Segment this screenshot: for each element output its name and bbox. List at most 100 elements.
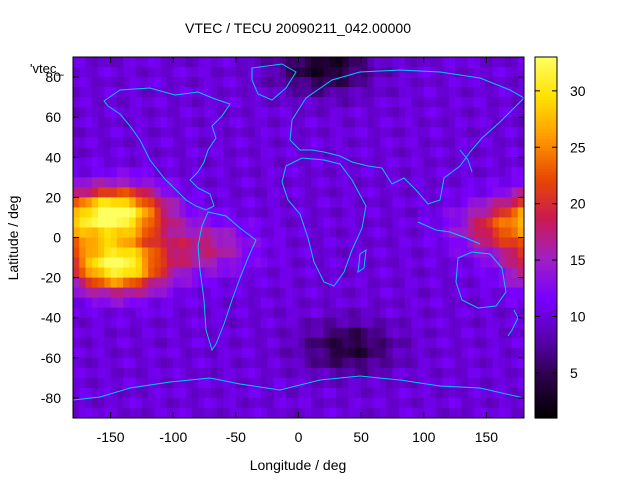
heatmap-cell <box>292 267 300 279</box>
heatmap-cell <box>498 237 506 249</box>
coastline-new-zealand <box>507 309 519 337</box>
heatmap-cell <box>398 287 406 299</box>
heatmap-cell <box>392 377 400 389</box>
heatmap-cell <box>448 357 456 369</box>
heatmap-cell <box>448 297 456 309</box>
heatmap-cell <box>430 117 437 128</box>
heatmap-cell <box>455 197 462 209</box>
heatmap-cell <box>430 257 437 269</box>
heatmap-cell <box>242 307 249 319</box>
heatmap-cell <box>217 167 224 178</box>
heatmap-cell <box>110 247 118 259</box>
heatmap-cell <box>91 217 99 229</box>
heatmap-cell <box>248 357 256 369</box>
colorbar-swatch <box>535 204 557 209</box>
heatmap-cell <box>417 157 425 168</box>
heatmap-cell <box>148 87 156 98</box>
heatmap-cell <box>285 137 293 148</box>
heatmap-cell <box>404 137 412 148</box>
colorbar-tick-label: 5 <box>570 365 578 381</box>
heatmap-cell <box>91 307 99 319</box>
heatmap-cell <box>498 67 506 78</box>
heatmap-cell <box>229 347 237 359</box>
colorbar-swatch <box>535 258 557 263</box>
heatmap-cell <box>348 217 356 229</box>
heatmap-cell <box>279 327 287 339</box>
heatmap-cell <box>179 357 187 369</box>
heatmap-cell <box>379 57 387 68</box>
heatmap-cell <box>148 357 156 369</box>
heatmap-cell <box>323 217 331 229</box>
colorbar-swatch <box>535 273 557 278</box>
heatmap-cell <box>217 187 224 198</box>
heatmap-cell <box>473 97 481 108</box>
heatmap-cell <box>242 187 249 198</box>
heatmap-cell <box>323 347 331 359</box>
heatmap-cell <box>116 347 124 359</box>
heatmap-cell <box>373 397 381 409</box>
heatmap-cell <box>242 317 249 329</box>
heatmap-cell <box>185 317 193 329</box>
heatmap-cell <box>411 227 419 239</box>
heatmap-cell <box>386 197 394 209</box>
heatmap-cell <box>104 107 112 118</box>
heatmap-cell <box>361 177 368 188</box>
heatmap-cell <box>210 307 218 319</box>
heatmap-cell <box>317 307 325 319</box>
heatmap-cell <box>260 207 268 219</box>
heatmap-cell <box>223 407 231 418</box>
heatmap-cell <box>517 237 524 249</box>
heatmap-cell <box>204 347 212 359</box>
heatmap-cell <box>486 87 494 98</box>
heatmap-cell <box>267 367 275 379</box>
heatmap-cell <box>279 247 287 259</box>
heatmap-cell <box>116 137 124 148</box>
heatmap-cell <box>517 277 524 289</box>
heatmap-cell <box>455 367 462 379</box>
heatmap-cell <box>417 367 425 379</box>
heatmap-cell <box>323 377 331 389</box>
heatmap-cell <box>480 77 488 88</box>
heatmap-cell <box>505 227 513 239</box>
heatmap-cell <box>379 197 387 209</box>
heatmap-cell <box>192 157 199 168</box>
colorbar-swatch <box>535 162 557 166</box>
heatmap-cell <box>285 397 293 409</box>
heatmap-cell <box>229 177 237 188</box>
heatmap-cell <box>455 77 462 88</box>
heatmap-cell <box>98 367 105 379</box>
heatmap-cell <box>317 267 325 279</box>
heatmap-cell <box>392 197 400 209</box>
heatmap-cell <box>110 367 118 379</box>
heatmap-cell <box>91 107 99 118</box>
heatmap-cell <box>448 87 456 98</box>
heatmap-cell <box>367 57 375 68</box>
heatmap-cell <box>304 367 312 379</box>
heatmap-cell <box>317 147 325 158</box>
heatmap-cell <box>486 137 494 148</box>
heatmap-cell <box>430 297 437 309</box>
heatmap-cell <box>511 267 519 279</box>
heatmap-cell <box>455 117 462 128</box>
heatmap-cell <box>317 347 325 359</box>
heatmap-cell <box>461 267 469 279</box>
heatmap-cell <box>198 147 206 158</box>
heatmap-cell <box>455 137 462 148</box>
heatmap-cell <box>91 97 99 108</box>
heatmap-cell <box>204 397 212 409</box>
heatmap-cell <box>179 277 187 289</box>
heatmap-cell <box>348 187 356 198</box>
heatmap-cell <box>423 337 431 349</box>
heatmap-cell <box>367 407 375 418</box>
heatmap-cell <box>329 217 337 229</box>
heatmap-cell <box>217 57 224 68</box>
heatmap-cell <box>461 87 469 98</box>
heatmap-cell <box>160 167 168 178</box>
heatmap-cell <box>260 267 268 279</box>
colorbar-swatch <box>535 252 557 257</box>
heatmap-cell <box>110 327 118 339</box>
heatmap-cell <box>242 137 249 148</box>
heatmap-cell <box>91 367 99 379</box>
heatmap-cell <box>235 67 243 78</box>
